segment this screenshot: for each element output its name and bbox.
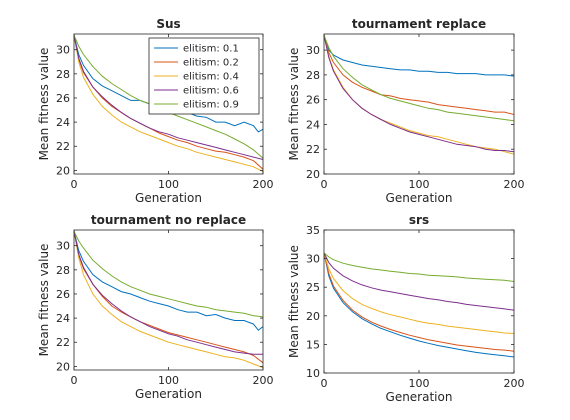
plot-area [324, 34, 514, 174]
y-tick-label: 20 [56, 360, 70, 373]
legend-box [148, 37, 260, 115]
x-tick-label: 100 [409, 377, 430, 390]
series-line-elitism-0-9 [324, 252, 514, 282]
series-line-elitism-0-4 [74, 231, 263, 369]
x-tick-label: 100 [158, 374, 179, 387]
legend-label: elitism: 0.2 [183, 58, 239, 69]
series-line-elitism-0-6 [74, 231, 263, 355]
x-tick-label: 100 [158, 178, 179, 191]
panel-4: 0 100 200 10 15 20 25 30 35 srs Generation Mean fit… [287, 213, 525, 404]
y-axis-label: Mean fitness value [37, 244, 51, 357]
x-tick-label: 200 [253, 374, 274, 387]
panel-title: Sus [156, 17, 180, 31]
series-line-elitism-0-6 [324, 252, 514, 311]
plot-area [324, 230, 514, 373]
x-tick-label: 200 [504, 377, 525, 390]
y-axis-label: Mean fitness value [287, 245, 301, 358]
y-tick-label: 20 [306, 168, 320, 181]
y-tick-label: 26 [56, 92, 70, 105]
series-line-elitism-0-4 [324, 252, 514, 334]
series-line-elitism-0-9 [74, 230, 263, 318]
y-tick-label: 26 [56, 288, 70, 301]
x-tick-label: 100 [409, 178, 430, 191]
y-tick-label: 28 [306, 69, 320, 82]
x-axis-label: Generation [386, 390, 453, 404]
y-tick-label: 30 [306, 253, 320, 266]
series-line-elitism-0-4 [74, 35, 263, 173]
series-line-elitism-0-9 [324, 35, 514, 122]
panel-title: srs [409, 213, 429, 227]
x-tick-label: 200 [253, 178, 274, 191]
x-axis-label: Generation [386, 191, 453, 205]
y-tick-label: 10 [306, 367, 320, 380]
series-line-elitism-0-2 [324, 252, 514, 352]
series-line-elitism-0-6 [324, 35, 514, 153]
y-tick-label: 24 [306, 118, 320, 131]
y-tick-label: 24 [56, 312, 70, 325]
y-tick-label: 22 [306, 143, 320, 156]
y-axis-label: Mean fitness value [37, 48, 51, 161]
x-tick-label: 0 [321, 178, 328, 191]
y-tick-label: 30 [306, 44, 320, 57]
y-tick-label: 28 [56, 68, 70, 81]
series-line-elitism-0-1 [324, 35, 514, 77]
legend-label: elitism: 0.6 [183, 86, 239, 97]
y-tick-label: 30 [56, 44, 70, 57]
legend: elitism: 0.1 elitism: 0.2 elitism: 0.4 elit… [148, 37, 260, 115]
y-tick-label: 20 [306, 310, 320, 323]
y-tick-label: 22 [56, 336, 70, 349]
panel-title: tournament no replace [91, 213, 246, 227]
y-tick-label: 26 [306, 94, 320, 107]
panel-title: tournament replace [352, 17, 486, 31]
y-tick-label: 22 [56, 140, 70, 153]
x-tick-label: 0 [71, 374, 78, 387]
panel-1: 0 100 200 20 22 24 26 28 30 Sus Generation Mean fit… [37, 17, 274, 205]
legend-label: elitism: 0.9 [183, 100, 239, 111]
y-tick-label: 30 [56, 240, 70, 253]
y-tick-label: 20 [56, 164, 70, 177]
y-tick-label: 35 [306, 224, 320, 237]
y-axis-label: Mean fitness value [287, 48, 301, 161]
series-line-elitism-0-2 [324, 35, 514, 115]
x-tick-label: 200 [504, 178, 525, 191]
series-line-elitism-0-1 [324, 252, 514, 358]
x-tick-label: 0 [71, 178, 78, 191]
legend-label: elitism: 0.1 [183, 44, 239, 55]
y-tick-label: 25 [306, 281, 320, 294]
legend-label: elitism: 0.4 [183, 72, 239, 83]
y-tick-label: 24 [56, 116, 70, 129]
x-tick-label: 0 [321, 377, 328, 390]
x-axis-label: Generation [135, 387, 202, 401]
panel-2: 0 100 200 20 22 24 26 28 30 tournament replace Gen… [287, 17, 525, 205]
series-line-elitism-0-1 [74, 231, 263, 331]
y-tick-label: 15 [306, 338, 320, 351]
panel-3: 0 100 200 20 22 24 26 28 30 tournament no replace… [37, 213, 274, 401]
series-line-elitism-0-6 [74, 35, 263, 160]
x-axis-label: Generation [135, 191, 202, 205]
y-tick-label: 28 [56, 264, 70, 277]
